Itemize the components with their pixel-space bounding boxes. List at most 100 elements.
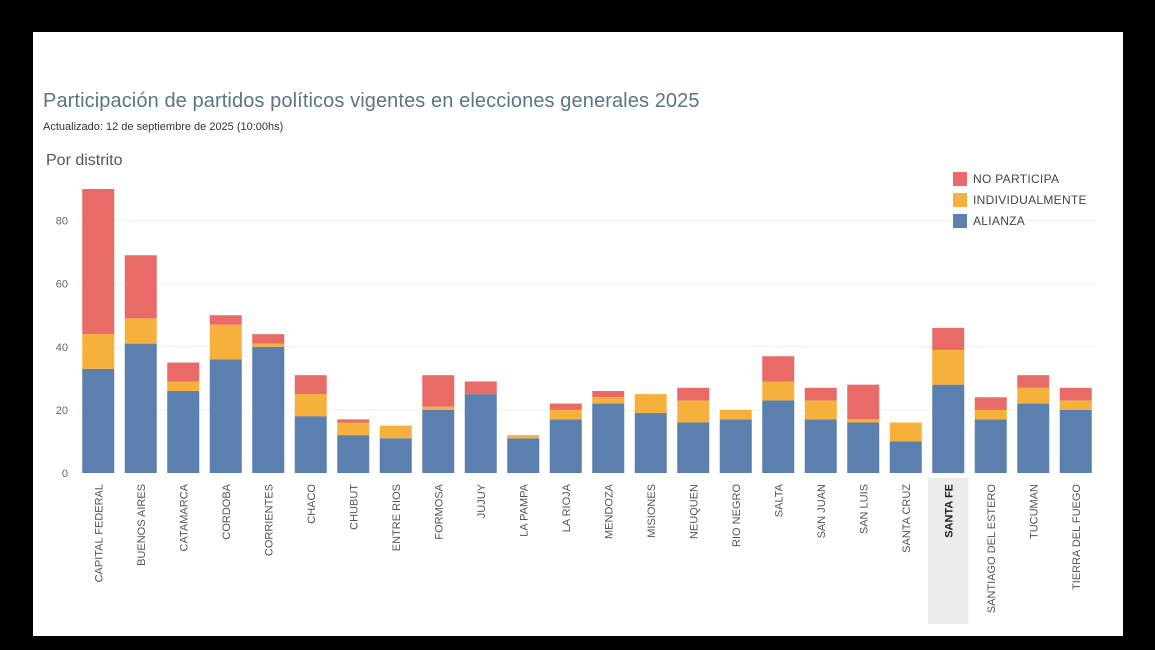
bar-no-participa	[974, 397, 1007, 410]
bar-no-participa	[209, 315, 242, 325]
bar-individualmente	[124, 318, 157, 344]
bar-alianza	[464, 394, 497, 473]
x-tick-label: CHACO	[306, 484, 318, 524]
legend-item-alianza[interactable]: ALIANZA	[953, 210, 1087, 231]
section-title: Por distrito	[46, 152, 123, 169]
x-tick-label: CORDOBA	[221, 483, 233, 539]
y-axis-labels: 0 20 40 60 80	[56, 216, 68, 480]
bar-alianza	[82, 368, 115, 473]
x-tick-label: TIERRA DEL FUEGO	[1071, 484, 1083, 590]
bar-no-participa	[677, 387, 710, 401]
bar-individualmente	[549, 409, 582, 420]
x-tick-label: RIO NEGRO	[731, 484, 743, 547]
bar-individualmente	[422, 406, 455, 410]
bar-no-participa	[804, 387, 837, 401]
bar-alianza	[379, 438, 412, 473]
bar-no-participa	[847, 384, 880, 420]
legend-item-no-participa[interactable]: NO PARTICIPA	[953, 168, 1087, 189]
bar-individualmente	[677, 400, 710, 423]
x-tick-label: NEUQUEN	[688, 484, 700, 539]
x-tick-label: FORMOSA	[433, 483, 445, 539]
legend-swatch-no-participa	[953, 171, 967, 186]
legend-label: NO PARTICIPA	[973, 171, 1060, 186]
y-tick-label: 40	[56, 342, 68, 354]
selected-category-highlight	[928, 478, 969, 624]
y-tick-label: 20	[56, 405, 68, 417]
bar-individualmente	[167, 381, 200, 391]
bar-alianza	[549, 419, 582, 473]
bar-alianza	[762, 400, 795, 473]
x-tick-label: TUCUMAN	[1028, 484, 1040, 539]
x-tick-label: BUENOS AIRES	[136, 484, 148, 566]
x-tick-label: SANTA FE	[943, 484, 955, 538]
x-tick-label: MENDOZA	[603, 483, 615, 539]
bar-individualmente	[252, 343, 285, 347]
legend-swatch-alianza	[953, 213, 967, 228]
x-tick-label: LA RIOJA	[561, 483, 573, 532]
bar-alianza	[294, 416, 327, 473]
bar-no-participa	[422, 375, 455, 407]
x-tick-label: MISIONES	[646, 484, 658, 538]
x-tick-label: SAN JUAN	[816, 484, 828, 538]
bar-individualmente	[337, 422, 370, 436]
bar-alianza	[634, 413, 667, 473]
legend-item-individualmente[interactable]: INDIVIDUALMENTE	[953, 189, 1087, 210]
bar-alianza	[167, 390, 200, 473]
legend: NO PARTICIPA INDIVIDUALMENTE ALIANZA	[953, 168, 1087, 231]
bar-alianza	[124, 343, 157, 473]
legend-label: ALIANZA	[973, 213, 1026, 228]
bar-individualmente	[507, 435, 540, 439]
x-tick-label: SANTIAGO DEL ESTERO	[986, 484, 998, 614]
bar-individualmente	[932, 349, 965, 385]
x-tick-label: LA PAMPA	[518, 483, 530, 536]
bar-alianza	[507, 438, 540, 473]
x-tick-label: CATAMARCA	[178, 483, 190, 551]
legend-swatch-individualmente	[953, 192, 967, 207]
bar-no-participa	[167, 362, 200, 382]
bar-no-participa	[1017, 375, 1050, 388]
x-tick-label: JUJUY	[476, 483, 488, 518]
bar-no-participa	[252, 334, 285, 344]
selection-highlight	[928, 478, 969, 624]
bar-alianza	[847, 422, 880, 473]
update-timestamp: Actualizado: 12 de septiembre de 2025 (1…	[43, 121, 284, 133]
bar-no-participa	[549, 403, 582, 410]
page-title: Participación de partidos políticos vige…	[43, 90, 700, 112]
bar-no-participa	[82, 189, 115, 335]
x-tick-label: CORRIENTES	[263, 484, 275, 556]
bar-alianza	[1059, 409, 1092, 473]
x-tick-label: ENTRE RIOS	[391, 484, 403, 551]
bar-no-participa	[932, 327, 965, 350]
bar-no-participa	[294, 375, 327, 395]
x-tick-label: SANTA CRUZ	[901, 484, 913, 553]
x-axis-labels: CAPITAL FEDERAL BUENOS AIRES CATAMARCA CORD…	[93, 483, 1083, 613]
bar-no-participa	[124, 255, 157, 319]
bar-individualmente	[847, 419, 880, 423]
bar-individualmente	[634, 394, 667, 414]
bar-no-participa	[762, 356, 795, 382]
bar-alianza	[209, 359, 242, 473]
grid-lines	[77, 220, 1097, 411]
bar-individualmente	[209, 324, 242, 360]
bar-individualmente	[889, 422, 922, 442]
x-tick-label: CAPITAL FEDERAL	[93, 484, 105, 582]
bar-no-participa	[1059, 387, 1092, 401]
bar-alianza	[592, 403, 625, 473]
y-tick-label: 60	[56, 279, 68, 291]
bar-alianza	[677, 422, 710, 473]
bars	[82, 189, 1092, 473]
bar-individualmente	[82, 334, 115, 369]
bar-alianza	[252, 346, 285, 473]
bar-individualmente	[592, 397, 625, 404]
stacked-bar-chart: 0 20 40 60 80 CAPITAL FEDERAL BUENOS AIRES CAT…	[56, 189, 1097, 624]
bar-individualmente	[804, 400, 837, 420]
bar-alianza	[804, 419, 837, 473]
legend-label: INDIVIDUALMENTE	[973, 192, 1087, 207]
y-tick-label: 80	[56, 216, 68, 228]
x-tick-label: SALTA	[773, 483, 785, 517]
bar-individualmente	[1059, 400, 1092, 410]
bar-individualmente	[974, 409, 1007, 420]
bar-no-participa	[337, 419, 370, 423]
bar-alianza	[719, 419, 752, 473]
bar-individualmente	[294, 394, 327, 417]
